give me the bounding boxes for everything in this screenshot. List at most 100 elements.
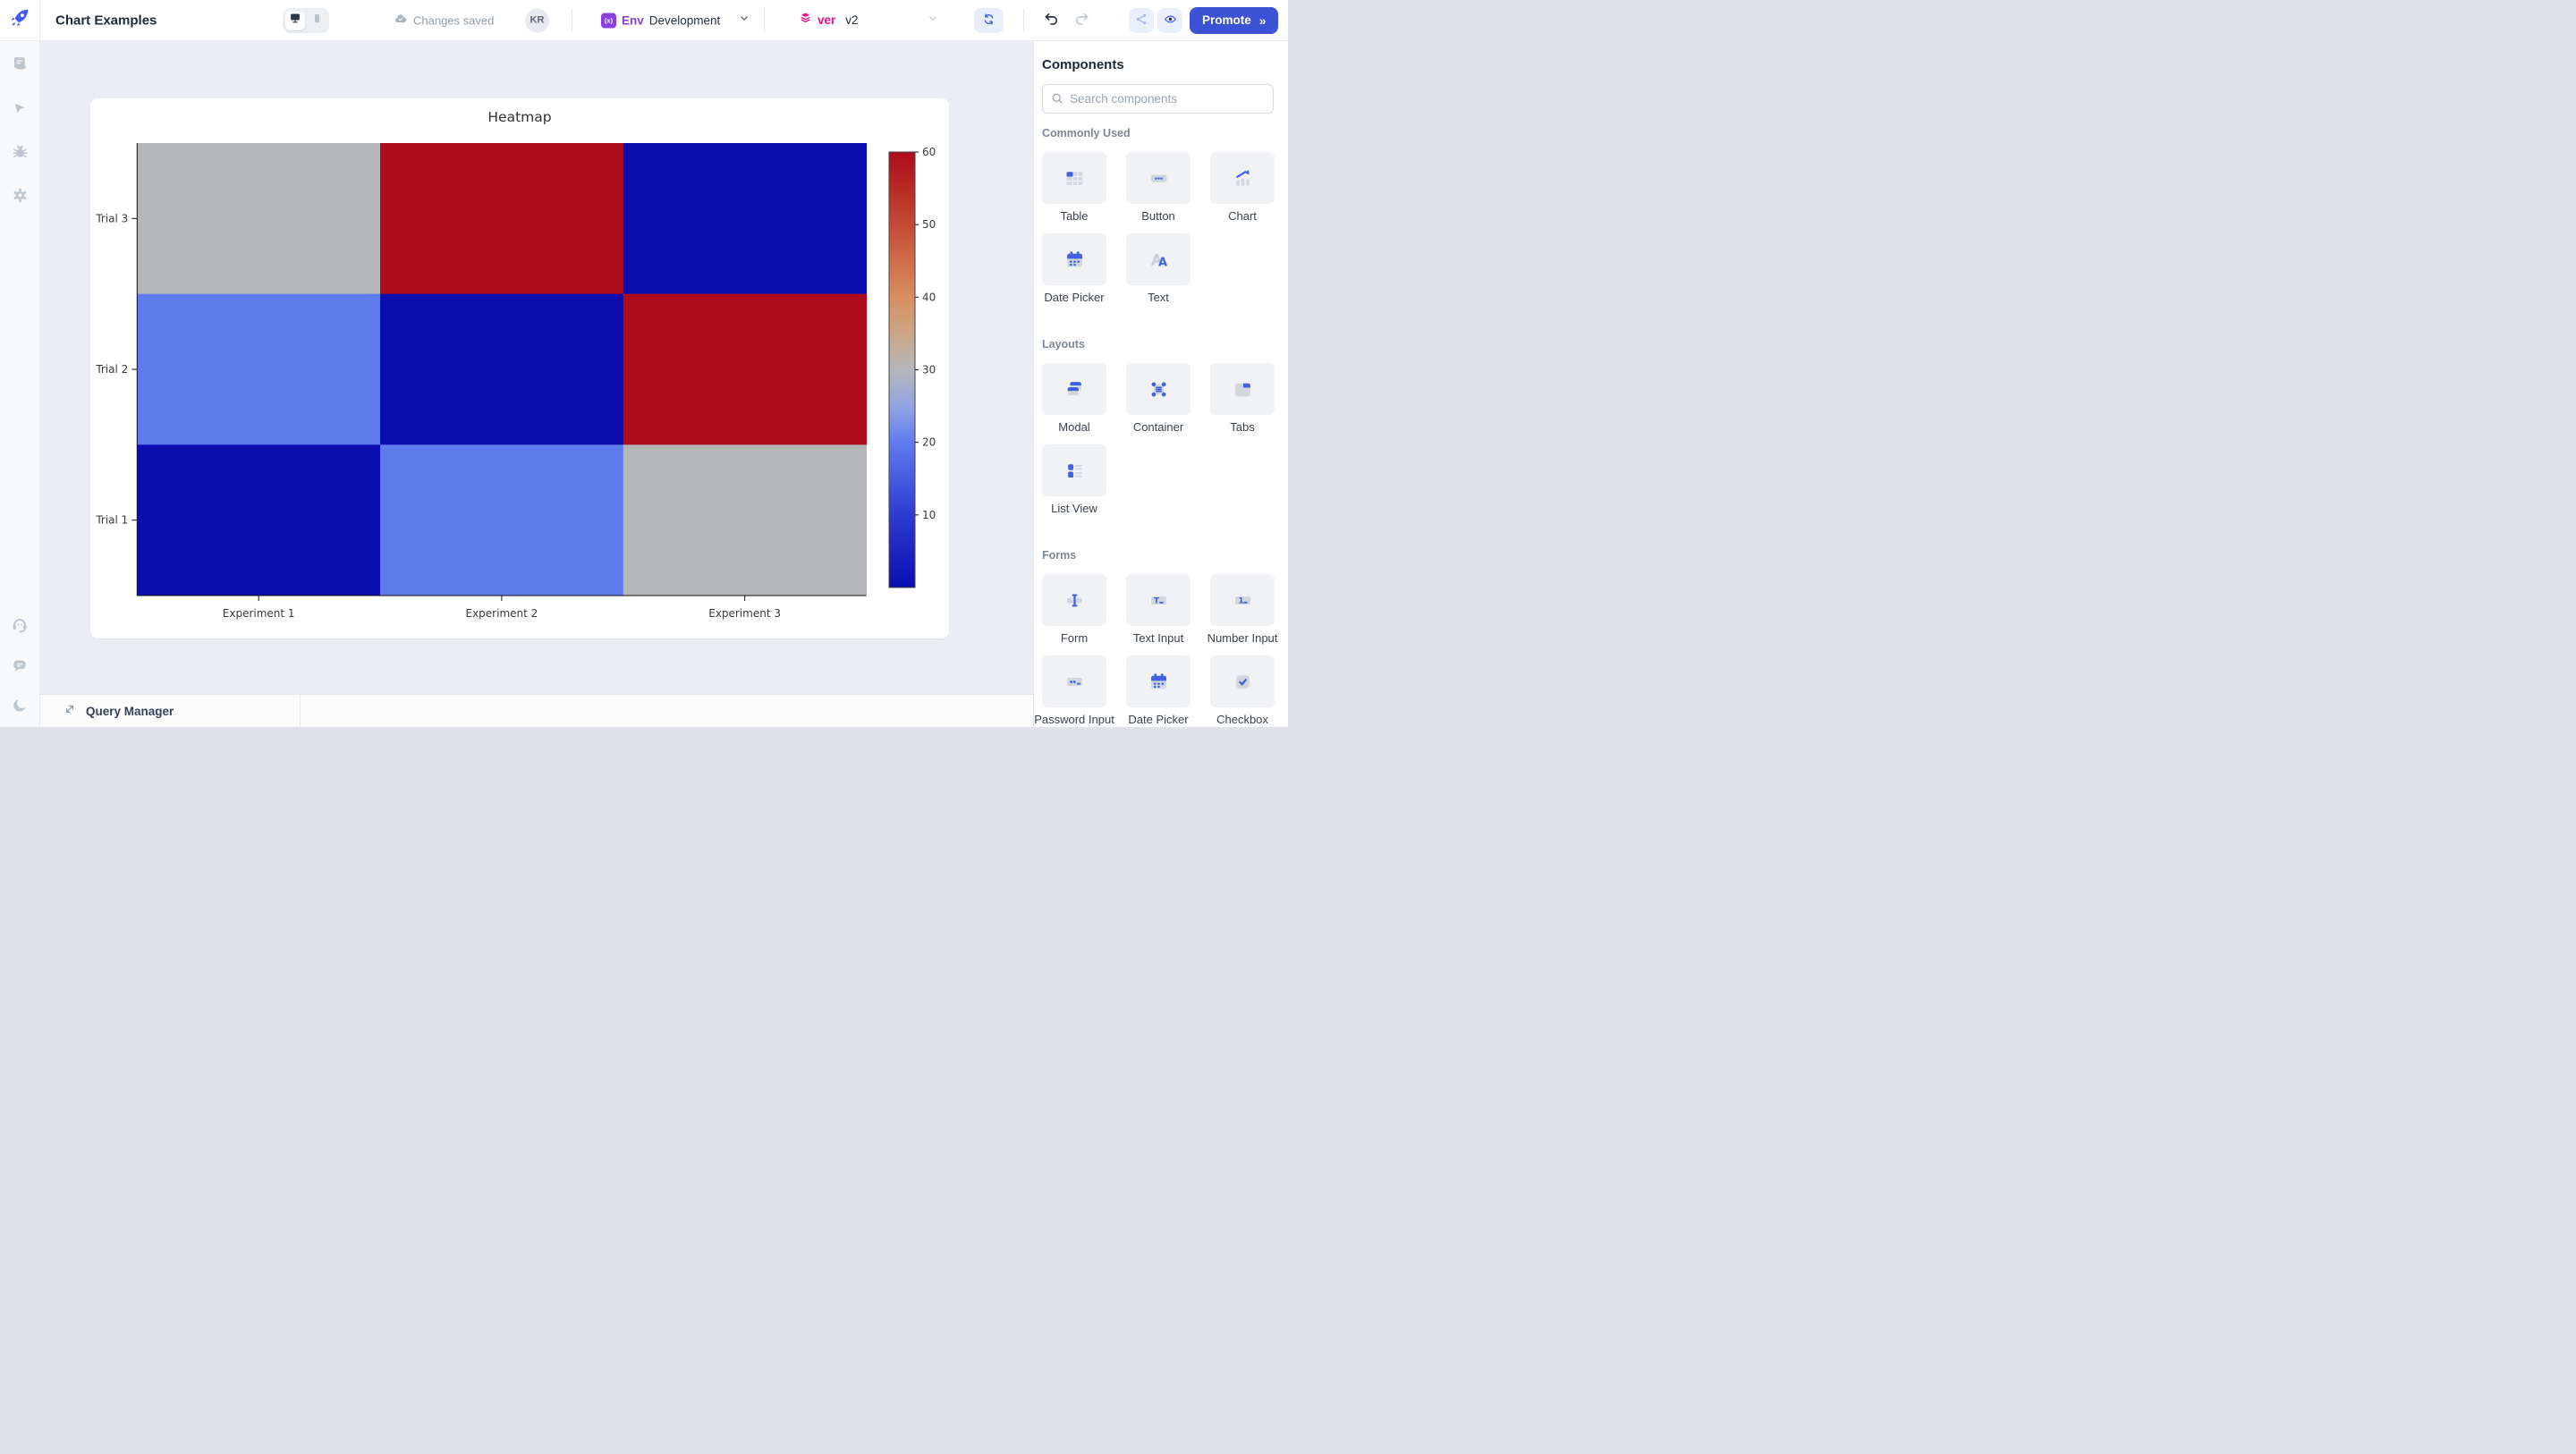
button-icon — [1126, 152, 1191, 204]
component-card-date-picker[interactable]: Date Picker — [1126, 655, 1191, 726]
heatmap-chart-component[interactable]: Heatmap Trial 3 Trial 2 Trial 1 Experiment 1… — [90, 98, 949, 638]
undo-icon — [1042, 10, 1061, 31]
version-value: v2 — [845, 13, 859, 27]
section-title-forms: Forms — [1042, 549, 1077, 562]
component-label: Checkbox — [1216, 713, 1268, 726]
svg-text:20: 20 — [922, 436, 936, 449]
rail-settings-button[interactable] — [9, 187, 30, 207]
component-card-modal[interactable]: Modal — [1042, 363, 1106, 434]
component-label: Container — [1132, 420, 1184, 434]
rail-script-button[interactable] — [9, 55, 30, 75]
layers-icon — [798, 11, 813, 30]
component-card-list-view[interactable]: List View — [1042, 444, 1106, 515]
bottombar-divider — [300, 695, 301, 727]
env-value: Development — [648, 13, 721, 27]
section-title-layouts: Layouts — [1042, 338, 1085, 351]
table-icon — [1042, 152, 1106, 204]
monitor-icon — [289, 12, 301, 29]
share-button[interactable] — [1129, 7, 1154, 33]
refresh-icon — [981, 12, 996, 30]
rail-debug-button[interactable] — [9, 143, 30, 163]
topbar-divider — [1023, 9, 1024, 31]
svg-text:1: 1 — [1238, 596, 1243, 605]
component-card-checkbox[interactable]: Checkbox — [1210, 655, 1275, 726]
tabs-icon — [1210, 363, 1275, 415]
topbar: Chart Examples Changes saved KR (x) Env … — [0, 0, 1288, 41]
app-logo[interactable] — [0, 0, 40, 40]
svg-text:40: 40 — [922, 291, 936, 303]
autosave-status: Changes saved — [394, 12, 494, 29]
svg-text:Heatmap: Heatmap — [487, 109, 551, 125]
component-card-number-input[interactable]: 1 Number Input — [1207, 574, 1278, 645]
form-icon — [1042, 574, 1106, 626]
component-label: Number Input — [1207, 631, 1278, 645]
page-title: Chart Examples — [55, 13, 157, 28]
component-card-text-input[interactable]: T Text Input — [1126, 574, 1191, 645]
avatar[interactable]: KR — [525, 8, 549, 32]
mobile-toggle[interactable] — [307, 11, 326, 30]
component-card-button[interactable]: Button — [1126, 152, 1191, 223]
rail-chat-button[interactable] — [9, 656, 30, 676]
redo-icon — [1072, 10, 1091, 31]
preview-eye-button[interactable] — [1157, 7, 1182, 33]
svg-text:Experiment 3: Experiment 3 — [708, 607, 781, 620]
component-card-password-input[interactable]: Password Input — [1034, 655, 1114, 726]
svg-text:T: T — [1153, 596, 1159, 605]
query-manager-label: Query Manager — [86, 704, 174, 718]
component-card-table[interactable]: Table — [1042, 152, 1106, 223]
component-label: Button — [1141, 209, 1175, 223]
component-grid: Form T Text Input 1 Number Input Password Inp… — [1034, 574, 1278, 726]
svg-text:Experiment 1: Experiment 1 — [223, 607, 295, 620]
component-card-form[interactable]: Form — [1042, 574, 1106, 645]
env-fx-icon: (x) — [601, 13, 616, 28]
component-card-tabs[interactable]: Tabs — [1210, 363, 1275, 434]
svg-text:A: A — [1158, 256, 1167, 269]
version-prefix: ver — [818, 13, 836, 27]
rail-dark-mode-button[interactable] — [9, 697, 30, 716]
component-label: Text Input — [1132, 631, 1184, 645]
rail-support-button[interactable] — [9, 616, 30, 636]
chevron-down-icon[interactable] — [927, 12, 939, 29]
script-icon — [11, 55, 30, 76]
component-label: Tabs — [1230, 420, 1255, 434]
components-panel-title: Components — [1042, 57, 1124, 72]
phone-icon — [311, 13, 323, 29]
version-selector[interactable]: ver v2 — [798, 11, 859, 30]
device-toggle[interactable] — [283, 7, 329, 33]
double-chevron-icon: » — [1258, 13, 1267, 28]
svg-text:50: 50 — [922, 218, 936, 231]
query-manager-bar[interactable]: Query Manager — [40, 694, 1033, 727]
desktop-toggle[interactable] — [285, 10, 305, 30]
rail-cursor-button[interactable] — [9, 99, 30, 119]
svg-text:A: A — [1151, 251, 1162, 268]
promote-button[interactable]: Promote » — [1190, 6, 1278, 34]
component-label: Modal — [1058, 420, 1090, 434]
debug-icon — [11, 142, 30, 164]
component-grid: Modal Container Tabs List View — [1042, 363, 1275, 515]
container-icon — [1126, 363, 1191, 415]
component-card-container[interactable]: Container — [1126, 363, 1191, 434]
chart-icon — [1210, 152, 1275, 204]
redo-button[interactable] — [1072, 10, 1091, 31]
datepicker-icon — [1042, 233, 1106, 285]
components-panel: Components Commonly Used Table Button Chart… — [1033, 41, 1288, 727]
expand-icon — [62, 701, 78, 722]
topbar-divider — [764, 9, 765, 31]
app-window: Chart Examples Changes saved KR (x) Env … — [0, 0, 1288, 727]
section-title-commonly-used: Commonly Used — [1042, 127, 1131, 139]
svg-text:10: 10 — [922, 509, 936, 521]
cloud-check-icon — [394, 12, 408, 29]
undo-button[interactable] — [1042, 10, 1061, 31]
refresh-button[interactable] — [974, 7, 1004, 33]
canvas: Heatmap Trial 3 Trial 2 Trial 1 Experiment 1… — [40, 41, 1033, 727]
component-card-chart[interactable]: Chart — [1210, 152, 1275, 223]
component-search — [1042, 84, 1274, 114]
rocket-icon — [8, 6, 31, 34]
chevron-down-icon — [738, 12, 750, 29]
component-label: Text — [1148, 291, 1169, 304]
search-input[interactable] — [1042, 84, 1274, 114]
component-card-date-picker[interactable]: Date Picker — [1042, 233, 1106, 304]
environment-selector[interactable]: (x) Env Development — [601, 12, 750, 29]
component-card-text[interactable]: A A Text — [1126, 233, 1191, 304]
